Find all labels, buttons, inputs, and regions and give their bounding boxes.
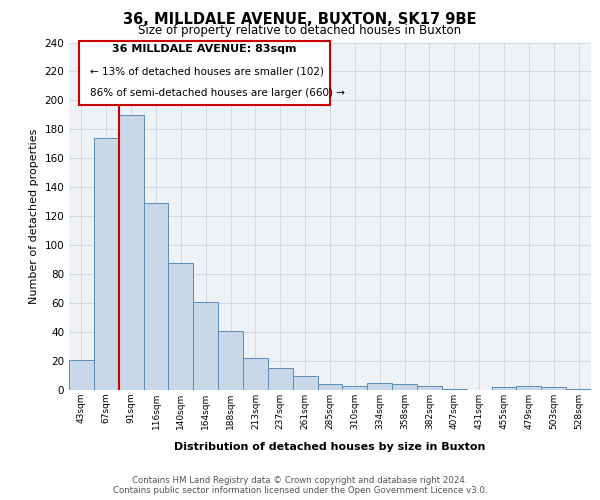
- Text: 36 MILLDALE AVENUE: 83sqm: 36 MILLDALE AVENUE: 83sqm: [112, 44, 297, 54]
- Bar: [417, 386, 442, 390]
- Text: ← 13% of detached houses are smaller (102): ← 13% of detached houses are smaller (10…: [90, 67, 324, 77]
- Bar: [517, 386, 541, 390]
- Bar: [317, 384, 343, 390]
- Text: Contains HM Land Registry data © Crown copyright and database right 2024.: Contains HM Land Registry data © Crown c…: [132, 476, 468, 485]
- Bar: [392, 384, 417, 390]
- Bar: [293, 376, 317, 390]
- Text: 86% of semi-detached houses are larger (660) →: 86% of semi-detached houses are larger (…: [90, 88, 345, 98]
- Bar: [94, 138, 119, 390]
- Bar: [343, 386, 367, 390]
- Bar: [169, 262, 193, 390]
- Text: Distribution of detached houses by size in Buxton: Distribution of detached houses by size …: [175, 442, 485, 452]
- Bar: [193, 302, 218, 390]
- FancyBboxPatch shape: [79, 41, 330, 105]
- Bar: [268, 368, 293, 390]
- Text: 36, MILLDALE AVENUE, BUXTON, SK17 9BE: 36, MILLDALE AVENUE, BUXTON, SK17 9BE: [123, 12, 477, 28]
- Text: Contains public sector information licensed under the Open Government Licence v3: Contains public sector information licen…: [113, 486, 487, 495]
- Bar: [367, 383, 392, 390]
- Y-axis label: Number of detached properties: Number of detached properties: [29, 128, 39, 304]
- Bar: [491, 387, 517, 390]
- Bar: [119, 115, 143, 390]
- Bar: [541, 387, 566, 390]
- Bar: [442, 388, 467, 390]
- Text: Size of property relative to detached houses in Buxton: Size of property relative to detached ho…: [139, 24, 461, 37]
- Bar: [69, 360, 94, 390]
- Bar: [143, 203, 169, 390]
- Bar: [566, 388, 591, 390]
- Bar: [218, 330, 243, 390]
- Bar: [243, 358, 268, 390]
